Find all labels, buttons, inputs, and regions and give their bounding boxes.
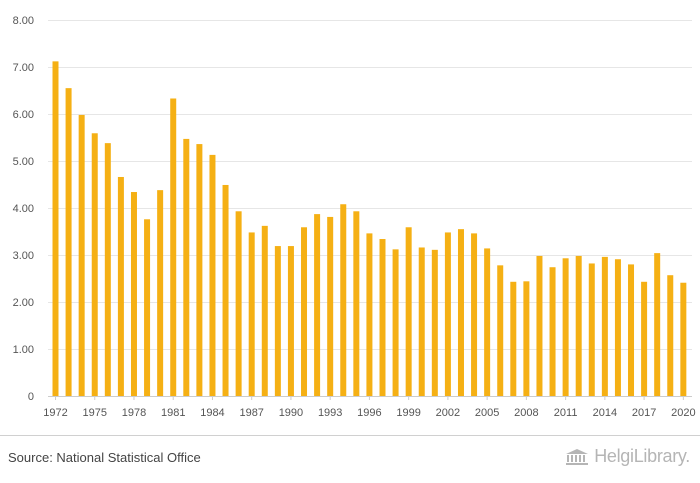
bar-2004[interactable] [471,233,478,396]
x-tick-label: 1981 [161,407,185,419]
x-tick-label: 2002 [436,407,460,419]
x-tick-label: 1993 [318,407,342,419]
bar-1972[interactable] [52,61,59,397]
x-tick-label: 2005 [475,407,499,419]
x-tick-label: 2008 [514,407,538,419]
bar-2014[interactable] [601,256,608,396]
bar-2018[interactable] [654,253,661,396]
helgi-library-logo[interactable]: HelgiLibrary. [564,446,690,467]
bar-1983[interactable] [196,144,203,396]
y-tick-label: 5.00 [13,156,34,168]
bar-2008[interactable] [523,281,530,396]
x-tick-label: 1972 [43,407,67,419]
bar-2013[interactable] [588,263,595,396]
bar-1997[interactable] [379,239,386,396]
bar-1982[interactable] [183,138,190,396]
x-tick-label: 2020 [671,407,695,419]
bar-1987[interactable] [248,232,255,396]
bars [52,61,687,397]
bar-1985[interactable] [222,184,229,396]
logo-text: HelgiLibrary. [594,446,690,466]
x-tick-label: 2017 [632,407,656,419]
x-tick-label: 1984 [200,407,224,419]
y-tick-label: 7.00 [13,62,34,74]
bar-chart: 01.002.003.004.005.006.007.008.00 1972 19… [13,15,696,419]
bar-2012[interactable] [575,255,582,396]
footer-divider [0,435,700,436]
bar-1973[interactable] [65,88,72,397]
bar-1976[interactable] [104,143,111,396]
x-tick-label: 1999 [396,407,420,419]
bar-2009[interactable] [536,255,543,396]
bar-1978[interactable] [130,192,137,396]
y-tick-label: 3.00 [13,250,34,262]
bar-2006[interactable] [497,265,504,396]
x-tick-label: 1975 [82,407,106,419]
bar-2001[interactable] [431,249,438,396]
bar-2020[interactable] [680,282,687,396]
bar-1981[interactable] [170,98,177,397]
x-tick-label: 1987 [239,407,263,419]
bar-2015[interactable] [614,259,621,396]
bar-1998[interactable] [392,249,399,396]
bar-2011[interactable] [562,258,569,396]
x-tick-label: 1978 [122,407,146,419]
bar-1980[interactable] [157,190,164,396]
y-tick-label: 4.00 [13,203,34,215]
x-axis-ticks: 1972 1975 1978 1981 1984 1987 1990 1993 1996 1999… [43,396,696,419]
bar-1979[interactable] [144,219,151,396]
x-tick-label: 2014 [593,407,617,419]
bar-2003[interactable] [457,229,464,396]
bar-2007[interactable] [510,281,517,396]
y-tick-label: 2.00 [13,297,34,309]
bar-1975[interactable] [91,133,98,396]
bar-2000[interactable] [418,247,425,396]
bar-1984[interactable] [209,154,216,396]
bar-1986[interactable] [235,211,242,396]
y-tick-label: 1.00 [13,344,34,356]
bar-2010[interactable] [549,267,556,396]
bar-1988[interactable] [261,225,268,396]
bar-1974[interactable] [78,114,85,396]
y-tick-label: 0 [28,391,34,403]
bar-1977[interactable] [117,176,124,396]
bar-1996[interactable] [366,233,373,396]
x-tick-label: 1996 [357,407,381,419]
bar-2016[interactable] [628,264,635,396]
bar-1994[interactable] [340,204,347,396]
bar-2002[interactable] [444,232,451,396]
bar-1992[interactable] [314,214,321,396]
x-tick-label: 1990 [279,407,303,419]
bar-1999[interactable] [405,227,412,396]
y-axis-ticks: 0 1.00 2.00 3.00 4.00 5.00 6.00 7.00 8.00 [13,15,34,403]
bar-1989[interactable] [274,246,281,396]
library-building-icon [566,448,589,465]
y-tick-label: 6.00 [13,109,34,121]
x-tick-label: 2011 [554,407,578,419]
bar-2019[interactable] [667,275,674,396]
bar-1993[interactable] [327,216,334,396]
source-note: Source: National Statistical Office [8,450,201,465]
bar-1991[interactable] [301,227,308,396]
bar-1995[interactable] [353,211,360,396]
y-tick-label: 8.00 [13,15,34,27]
bar-1990[interactable] [287,246,294,396]
bar-2017[interactable] [641,281,648,396]
bar-2005[interactable] [484,248,491,396]
